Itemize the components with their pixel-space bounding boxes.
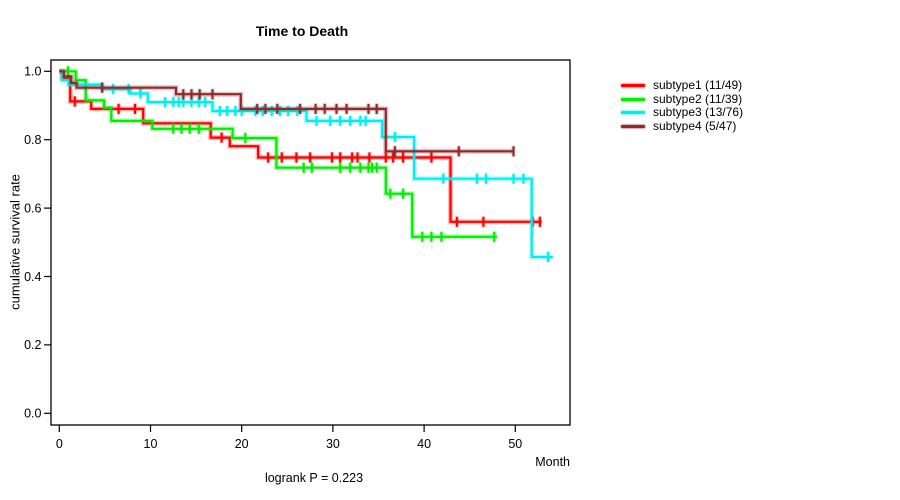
legend: subtype1 (11/49) subtype2 (11/39) subtype3… [621,78,744,134]
survival-curve-subtype4 [59,68,516,157]
x-tick-label: 0 [56,437,63,451]
legend-line-swatch [621,124,645,128]
survival-curve-subtype1 [59,68,542,228]
curve-line [59,70,514,153]
legend-line-swatch [621,84,645,88]
legend-line-swatch [621,111,645,115]
survival-curve-subtype3 [59,68,553,263]
x-tick-label: 20 [235,437,249,451]
legend-item-subtype1: subtype1 (11/49) [621,78,743,93]
legend-label: subtype4 (5/47) [653,118,737,133]
plot-box [50,59,571,426]
curve-line [59,70,542,223]
legend-label: subtype2 (11/39) [653,91,743,106]
curve-line [59,70,553,259]
y-axis-label: cumulative survival rate [7,174,23,310]
y-tick-label: 1.0 [24,65,41,79]
legend-item-subtype4: subtype4 (5/47) [621,118,743,134]
y-tick-label: 0.8 [24,133,41,147]
y-tick-label: 0.6 [24,201,41,215]
y-tick-label: 0.0 [24,407,41,421]
y-tick-label: 0.4 [24,270,41,284]
x-tick-label: 30 [326,437,340,451]
legend-item-subtype3: subtype3 (13/76) [621,105,744,120]
legend-label: subtype1 (11/49) [653,78,743,92]
x-axis-label: Month [535,455,570,469]
y-tick-label: 0.2 [24,338,41,352]
legend-label: subtype3 (13/76) [653,105,744,119]
curve-halo [59,68,553,260]
x-tick-label: 50 [508,437,522,451]
logrank-p-value: logrank P = 0.223 [264,471,364,485]
x-tick-label: 40 [417,437,431,451]
x-tick-label: 10 [144,437,158,451]
legend-line-swatch [621,97,645,101]
legend-item-subtype2: subtype2 (11/39) [621,91,743,107]
chart-title: Time to Death [255,23,349,39]
